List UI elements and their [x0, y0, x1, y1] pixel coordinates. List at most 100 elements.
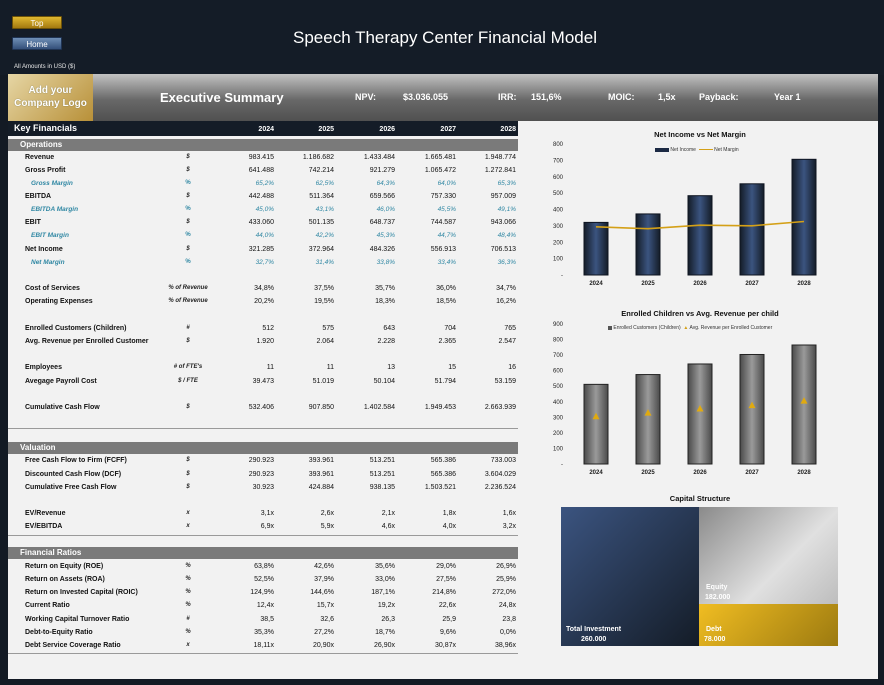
cell-value: 706.513 — [490, 246, 516, 253]
cell-value: 3,1x — [260, 510, 274, 517]
row-unit: # of FTE's — [173, 364, 203, 370]
key-financials-title: Key Financials — [14, 123, 78, 133]
row-unit: % — [185, 602, 191, 608]
cell-value: 565.386 — [430, 457, 456, 464]
cell-value: 1.402.584 — [363, 404, 395, 411]
table-row: EBITDA Margin% 45,0% 43,1% 46,0% 45,5% 49,1% — [8, 204, 518, 217]
x-tick-label: 2028 — [797, 470, 811, 476]
npv-value: $3.036.055 — [403, 92, 449, 102]
cell-value: 1.949.453 — [424, 404, 456, 411]
cell-value: 1,8x — [442, 510, 456, 517]
total-investment-block — [561, 507, 699, 646]
cell-value: 957.009 — [490, 193, 516, 200]
total-investment-value: 260.000 — [581, 636, 607, 643]
row-label: EBIT — [25, 219, 41, 226]
cell-value: 12,4x — [256, 602, 274, 609]
legend-label: Enrolled Customers (Children) — [613, 325, 681, 331]
cell-value: 45,3% — [376, 232, 395, 239]
row-unit: % — [185, 563, 191, 569]
x-tick-label: 2025 — [641, 470, 655, 476]
cell-value: 18,3% — [375, 298, 395, 305]
cell-value: 15 — [448, 364, 456, 371]
chart-title: Enrolled Children vs Avg. Revenue per ch… — [621, 309, 779, 318]
cell-value: 16,2% — [496, 298, 516, 305]
row-label: EBIT Margin — [31, 232, 69, 239]
y-tick-label: 400 — [553, 400, 564, 406]
cell-value: 144,6% — [310, 589, 334, 596]
row-label: Free Cash Flow to Firm (FCFF) — [25, 457, 127, 464]
cell-value: 2.228 — [377, 338, 395, 345]
cell-value: 1.065.472 — [424, 167, 456, 174]
table-row: EBITDA $442.488 511.364 659.566 757.330 957.0… — [8, 191, 518, 204]
cell-value: 52,5% — [254, 576, 274, 583]
row-unit: x — [186, 642, 190, 648]
cell-value: 5,9x — [320, 523, 334, 530]
row-label: Enrolled Customers (Children) — [25, 325, 127, 332]
row-unit: % — [185, 576, 191, 582]
cell-value: 4,0x — [442, 523, 456, 530]
cell-value: 321.285 — [248, 246, 274, 253]
row-unit: $ — [186, 471, 190, 477]
cell-value: 15,7x — [316, 602, 334, 609]
company-logo-placeholder[interactable]: Add your Company Logo — [8, 74, 93, 121]
cell-value: 442.488 — [248, 193, 274, 200]
equity-block — [699, 507, 838, 604]
table-row: Enrolled Customers (Children) #512 575 643 7… — [8, 323, 518, 336]
cell-value: 44,0% — [255, 232, 274, 239]
table-row: EV/Revenue x 3,1x 2,6x 2,1x 1,8x 1,6x — [8, 508, 518, 521]
avg-revenue-marker — [696, 405, 704, 412]
irr-value: 151,6% — [531, 92, 562, 102]
cell-value: 424.884 — [308, 484, 334, 491]
total-investment-label: Total Investment — [566, 626, 622, 633]
row-unit: $ — [186, 219, 190, 225]
cell-value: 187,1% — [371, 589, 395, 596]
row-unit: # — [186, 616, 190, 622]
cell-value: 907.850 — [308, 404, 334, 411]
cell-value: 51.794 — [434, 378, 456, 385]
table-row: Return on Invested Capital (ROIC)% 124,9%… — [8, 587, 518, 600]
cell-value: 556.913 — [430, 246, 456, 253]
cell-value: 643 — [383, 325, 395, 332]
y-tick-label: 100 — [553, 446, 564, 452]
top-button[interactable]: Top — [12, 16, 62, 29]
cell-value: 565.386 — [430, 471, 456, 478]
net-income-chart: 800 700 600 500 400 300 200 100 - 2024 2025 2026 202… — [553, 142, 817, 287]
year-header: 2024 — [258, 126, 274, 133]
cell-value: 35,6% — [375, 563, 395, 570]
legend-label: Avg. Revenue per Enrolled Customer — [689, 325, 773, 331]
cell-value: 659.566 — [369, 193, 395, 200]
x-tick-label: 2026 — [693, 281, 707, 287]
avg-revenue-marker — [592, 412, 600, 420]
y-tick-label: 300 — [553, 415, 564, 421]
row-unit: x — [186, 510, 190, 516]
cell-value: 1.665.481 — [424, 154, 456, 161]
row-label: Employees — [25, 364, 62, 371]
cell-value: 19,2x — [377, 602, 395, 609]
table-row: Debt-to-Equity Ratio% 35,3% 27,2% 18,7% 9,6%… — [8, 627, 518, 640]
row-label: EBITDA Margin — [31, 206, 79, 213]
cell-value: 1.186.682 — [302, 154, 334, 161]
cell-value: 3.604.029 — [484, 471, 516, 478]
cell-value: 2.663.939 — [484, 404, 516, 411]
irr-label: IRR: — [498, 92, 517, 102]
cell-value: 42,2% — [315, 232, 334, 239]
row-label: Cost of Services — [25, 285, 80, 292]
y-tick-label: 100 — [553, 257, 564, 263]
cell-value: 27,5% — [436, 576, 456, 583]
equity-value: 182.000 — [705, 594, 731, 601]
cell-value: 2.236.524 — [484, 484, 516, 491]
cell-value: 757.330 — [430, 193, 456, 200]
row-unit: $ — [186, 167, 190, 173]
cell-value: 46,0% — [376, 206, 395, 213]
legend-label: Net Margin — [714, 147, 739, 153]
table-row: Discounted Cash Flow (DCF) $290.923 393.96… — [8, 469, 518, 482]
row-label: Discounted Cash Flow (DCF) — [25, 471, 122, 478]
row-label: Working Capital Turnover Ratio — [25, 616, 130, 623]
row-unit: $ — [186, 154, 190, 160]
table-row: Employees # of FTE's 11 11 13 15 16 — [8, 362, 518, 375]
top-bar — [0, 0, 884, 75]
cell-value: 18,5% — [436, 298, 456, 305]
home-button[interactable]: Home — [12, 37, 62, 50]
row-label: Return on Equity (ROE) — [25, 563, 104, 570]
row-label: Debt Service Coverage Ratio — [25, 642, 121, 649]
